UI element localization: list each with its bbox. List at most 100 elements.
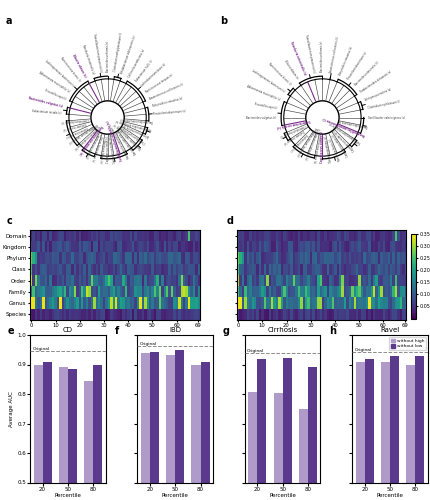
Text: Phascolarctobacterium (s): Phascolarctobacterium (s): [346, 51, 368, 80]
Title: Cirrhosis: Cirrhosis: [267, 327, 298, 333]
Text: Original: Original: [354, 348, 372, 352]
Text: Anaerotruncus colihominis (i): Anaerotruncus colihominis (i): [329, 36, 341, 73]
Text: Original: Original: [247, 350, 264, 354]
Text: Eubacterium hallii (i): Eubacterium hallii (i): [134, 59, 154, 82]
Text: Bifidobacterium adolescentis (s): Bifidobacterium adolescentis (s): [121, 35, 138, 74]
Bar: [141, 354, 150, 500]
Bar: [248, 392, 258, 500]
Y-axis label: Average AUC: Average AUC: [9, 391, 15, 426]
X-axis label: Percentile: Percentile: [377, 493, 403, 498]
Text: Ruminococcus bromii (i): Ruminococcus bromii (i): [59, 56, 81, 82]
Text: Bifidobacterium longum (i): Bifidobacterium longum (i): [295, 126, 317, 157]
Text: Escherichia coli (s): Escherichia coli (s): [64, 124, 88, 138]
X-axis label: Percentile: Percentile: [162, 493, 189, 498]
Text: Prevotella copri (i): Prevotella copri (i): [255, 102, 278, 110]
Bar: [93, 365, 102, 500]
Text: Butyrivibrio crossotus (s): Butyrivibrio crossotus (s): [338, 46, 354, 76]
Text: Coprococcus eutactus (s): Coprococcus eutactus (s): [108, 132, 117, 163]
Text: a: a: [6, 16, 12, 26]
Bar: [166, 355, 175, 500]
Text: Clostridium leptum (i): Clostridium leptum (i): [61, 117, 89, 123]
Text: Blautia obeum (s): Blautia obeum (s): [283, 60, 298, 80]
Circle shape: [91, 101, 124, 134]
Text: Coprococcus comes (i): Coprococcus comes (i): [320, 132, 324, 164]
Text: Bacteroides uniformis (s): Bacteroides uniformis (s): [106, 40, 110, 72]
Text: Phascolarctobacterium (s): Phascolarctobacterium (s): [153, 109, 186, 116]
Text: Prevotella copri (i): Prevotella copri (i): [43, 88, 66, 101]
Text: Anaerotruncus colihominis (i): Anaerotruncus colihominis (i): [149, 82, 184, 101]
Bar: [273, 394, 283, 500]
Text: Escherichia coli (s): Escherichia coli (s): [289, 132, 308, 152]
Text: Collinsella aerofaciens (s): Collinsella aerofaciens (s): [128, 48, 147, 78]
X-axis label: Percentile: Percentile: [55, 493, 81, 498]
Text: Subdoligranulum variabile (s): Subdoligranulum variabile (s): [107, 120, 124, 162]
Text: d: d: [227, 216, 233, 226]
Text: c: c: [6, 216, 12, 226]
Text: Subdoligranulum variabile (s): Subdoligranulum variabile (s): [329, 120, 362, 144]
Bar: [390, 356, 399, 500]
Bar: [150, 352, 159, 500]
Text: Bacteroides stercoris (s): Bacteroides stercoris (s): [116, 129, 138, 155]
Text: Bacteroides uniformis (s): Bacteroides uniformis (s): [320, 40, 324, 72]
Text: Akkermansia muciniphila (s): Akkermansia muciniphila (s): [38, 71, 70, 94]
Text: Oscillibacter valericigenes (s): Oscillibacter valericigenes (s): [369, 116, 405, 119]
Title: IBD: IBD: [169, 327, 181, 333]
Title: Ravel: Ravel: [381, 327, 399, 333]
Bar: [283, 358, 292, 500]
Text: Alistipes putredinis (s): Alistipes putredinis (s): [123, 123, 150, 138]
Text: Bacteroides intestinalis (i): Bacteroides intestinalis (i): [353, 60, 380, 86]
Text: Akkermansia muciniphila (s): Akkermansia muciniphila (s): [246, 84, 281, 102]
Text: Bacteroides stercoris (s): Bacteroides stercoris (s): [338, 118, 368, 128]
Text: f: f: [115, 326, 119, 336]
Text: Eubacterium rectale (s): Eubacterium rectale (s): [32, 110, 62, 116]
Bar: [43, 362, 52, 500]
Text: Ruminococcus torques (s): Ruminococcus torques (s): [145, 73, 174, 94]
Text: Original: Original: [140, 342, 157, 346]
Text: Lachnospiraceae bacterium (s): Lachnospiraceae bacterium (s): [251, 69, 285, 94]
Text: Dialister invisus (s): Dialister invisus (s): [283, 128, 305, 144]
Text: Haemophilus parainfluenzae (i): Haemophilus parainfluenzae (i): [322, 116, 366, 137]
X-axis label: Percentile: Percentile: [269, 493, 296, 498]
Text: Blautia obeum (s): Blautia obeum (s): [72, 54, 87, 78]
Text: Eubacterium rectale (s): Eubacterium rectale (s): [277, 118, 311, 128]
Bar: [200, 362, 210, 500]
Text: Clostridium leptum (i): Clostridium leptum (i): [279, 122, 306, 137]
Text: Alistipes putredinis (s): Alistipes putredinis (s): [364, 88, 392, 102]
Text: Roseburia faecis (s): Roseburia faecis (s): [98, 138, 106, 163]
Text: Dorea longicatena (s): Dorea longicatena (s): [91, 135, 103, 162]
Legend: without high, without low: without high, without low: [389, 337, 426, 349]
Text: b: b: [221, 16, 227, 26]
Bar: [84, 380, 93, 500]
Bar: [356, 362, 365, 500]
Text: Dialister invisus (s): Dialister invisus (s): [62, 121, 87, 130]
Text: Roseburia intestinalis (s): Roseburia intestinalis (s): [289, 41, 307, 76]
Title: CD: CD: [63, 327, 73, 333]
Text: Streptococcus salivarius (s): Streptococcus salivarius (s): [72, 124, 100, 150]
Text: Coprococcus catus (i): Coprococcus catus (i): [332, 132, 350, 157]
Text: Parabacteroides distasonis (s): Parabacteroides distasonis (s): [116, 118, 153, 130]
Text: Parabacteroides distasonis (s): Parabacteroides distasonis (s): [359, 70, 393, 94]
Text: Bacteroides vulgatus (s): Bacteroides vulgatus (s): [246, 116, 276, 119]
Bar: [299, 410, 308, 500]
Text: Ruminococcus bromii (i): Ruminococcus bromii (i): [267, 62, 291, 86]
Text: e: e: [7, 326, 14, 336]
Text: Streptococcus salivarius (s): Streptococcus salivarius (s): [303, 128, 320, 160]
Text: Faecalibacterium prausnitzii (i): Faecalibacterium prausnitzii (i): [304, 34, 316, 73]
Text: Butyrivibrio crossotus (s): Butyrivibrio crossotus (s): [152, 96, 183, 108]
Text: Original: Original: [32, 347, 49, 351]
Bar: [34, 364, 43, 500]
Text: Ruminococcus gnavus (s): Ruminococcus gnavus (s): [78, 124, 103, 155]
Bar: [68, 369, 77, 500]
Text: Lachnobacterium bovis (s): Lachnobacterium bovis (s): [140, 62, 167, 88]
Text: Clostridium methylpentosum (i): Clostridium methylpentosum (i): [113, 32, 124, 72]
Bar: [59, 368, 68, 500]
Text: Haemophilus parainfluenzae (i): Haemophilus parainfluenzae (i): [109, 122, 131, 159]
Text: h: h: [329, 326, 337, 336]
Bar: [406, 365, 415, 500]
Text: Lachnospiraceae bacterium (s): Lachnospiraceae bacterium (s): [44, 58, 75, 88]
Text: Faecalibacterium prausnitzii (i): Faecalibacterium prausnitzii (i): [92, 34, 102, 72]
Text: Clostridium symbiosum (i): Clostridium symbiosum (i): [117, 123, 147, 144]
Circle shape: [306, 101, 339, 134]
Bar: [258, 359, 267, 500]
Text: Bifidobacterium longum (i): Bifidobacterium longum (i): [68, 122, 98, 144]
